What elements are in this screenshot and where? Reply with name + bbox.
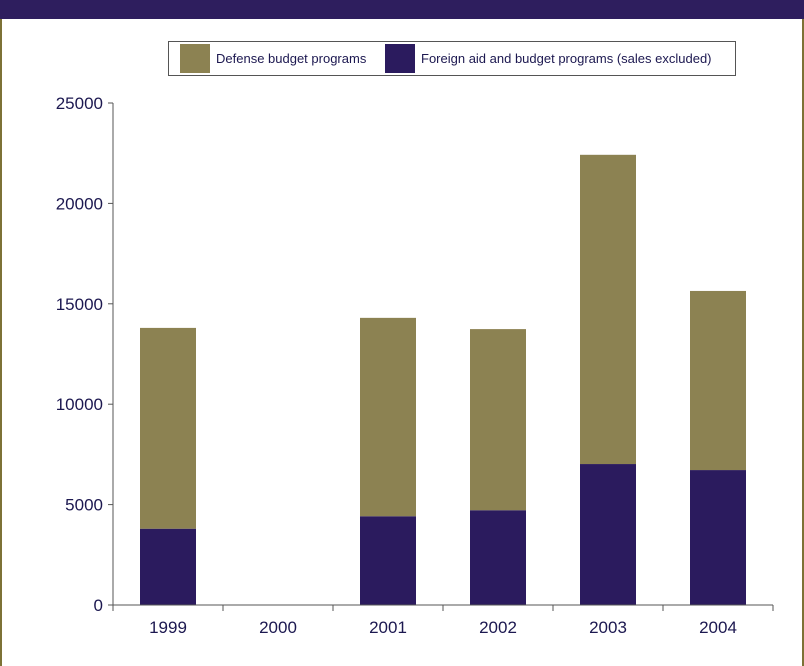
x-tick-label: 1999 [149,618,187,637]
x-tick-label: 2000 [259,618,297,637]
bar-2002-series-1 [470,329,526,511]
y-tick-label: 20000 [56,194,103,213]
legend-swatch [385,44,415,73]
y-tick-label: 0 [94,596,103,615]
legend-label: Defense budget programs [216,51,367,66]
bar-2003-series-1 [580,154,636,465]
y-tick-label: 5000 [65,496,103,515]
header-bar [0,0,804,19]
legend-swatch [180,44,210,73]
y-tick-label: 15000 [56,295,103,314]
bar-2001-series-0 [360,516,416,605]
bar-2004-series-0 [690,470,746,605]
x-tick-label: 2003 [589,618,627,637]
x-tick-label: 2002 [479,618,517,637]
bar-2004-series-1 [690,290,746,471]
bar-2003-series-0 [580,464,636,605]
legend: Defense budget programs Foreign aid and b… [168,41,736,76]
bar-1999-series-0 [140,528,196,605]
bar-2001-series-1 [360,317,416,517]
bars [140,154,746,605]
bar-1999-series-1 [140,327,196,529]
x-tick-label: 2004 [699,618,737,637]
y-tick-label: 10000 [56,395,103,414]
bar-2002-series-0 [470,510,526,605]
legend-box [168,41,736,76]
axes: 0 5000 10000 15000 20000 25000 1999 2000 2001 200… [56,94,774,637]
x-tick-label: 2001 [369,618,407,637]
y-tick-label: 25000 [56,94,103,113]
legend-label: Foreign aid and budget programs (sales e… [421,51,712,66]
